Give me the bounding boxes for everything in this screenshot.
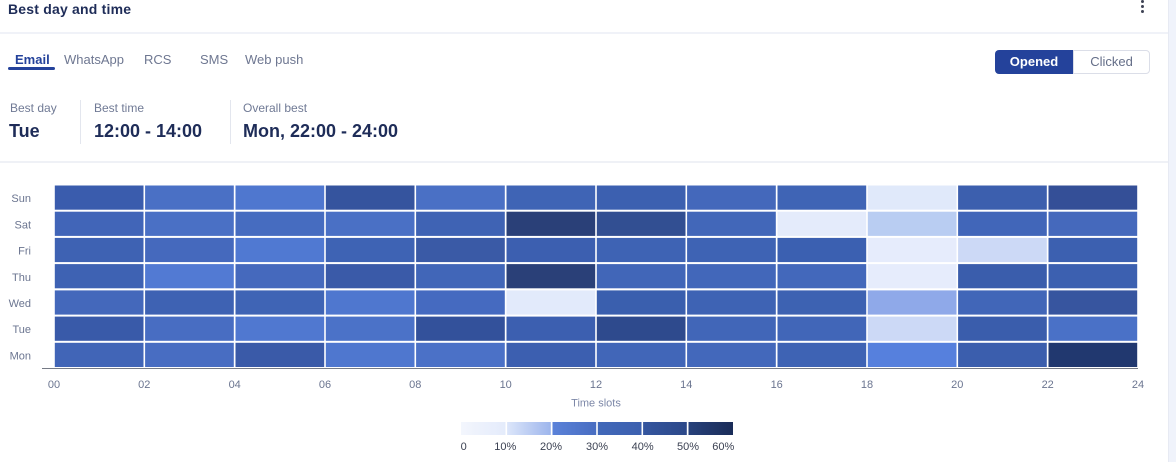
svg-text:Time slots: Time slots: [571, 398, 621, 410]
svg-text:16: 16: [771, 379, 783, 391]
svg-text:Mon: Mon: [10, 350, 31, 362]
svg-text:06: 06: [319, 379, 331, 391]
svg-text:Fri: Fri: [18, 246, 31, 258]
svg-text:50%: 50%: [677, 441, 699, 453]
svg-text:20: 20: [951, 379, 963, 391]
svg-text:Wed: Wed: [9, 298, 31, 310]
svg-text:10%: 10%: [494, 441, 516, 453]
svg-text:Sat: Sat: [14, 219, 31, 231]
svg-text:04: 04: [229, 379, 241, 391]
svg-text:60%: 60%: [712, 441, 734, 453]
svg-text:40%: 40%: [632, 441, 654, 453]
svg-text:Sun: Sun: [11, 193, 31, 205]
svg-text:Tue: Tue: [12, 324, 31, 336]
svg-text:30%: 30%: [586, 441, 608, 453]
svg-text:14: 14: [680, 379, 692, 391]
svg-text:00: 00: [48, 379, 60, 391]
svg-text:10: 10: [500, 379, 512, 391]
svg-text:22: 22: [1042, 379, 1054, 391]
svg-text:08: 08: [409, 379, 421, 391]
svg-text:18: 18: [861, 379, 873, 391]
svg-text:20%: 20%: [540, 441, 562, 453]
svg-text:Thu: Thu: [12, 272, 31, 284]
svg-text:0: 0: [461, 441, 467, 453]
svg-text:02: 02: [138, 379, 150, 391]
svg-text:24: 24: [1132, 379, 1144, 391]
svg-text:12: 12: [590, 379, 602, 391]
